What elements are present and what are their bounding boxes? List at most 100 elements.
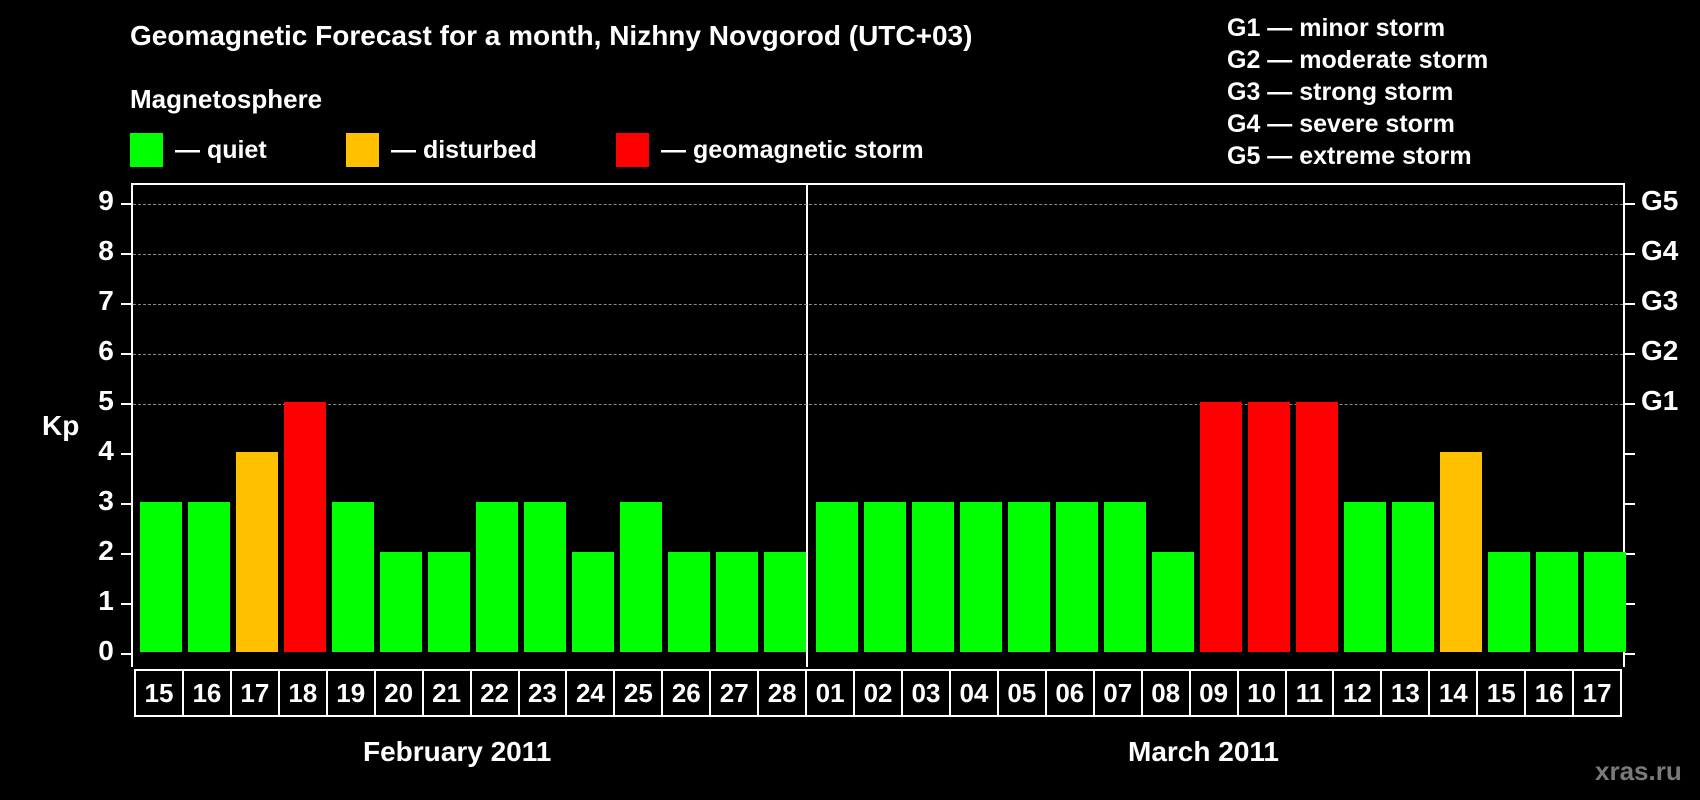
bar-quiet bbox=[1152, 552, 1194, 652]
legend-label: — disturbed bbox=[391, 135, 537, 164]
date-cell: 08 bbox=[1140, 671, 1189, 715]
bar-quiet bbox=[912, 502, 954, 652]
y-tick-label: 7 bbox=[98, 285, 114, 316]
y-tick bbox=[121, 653, 131, 655]
gridline bbox=[133, 254, 1623, 255]
date-cell: 15 bbox=[1476, 671, 1524, 715]
bar-quiet bbox=[380, 552, 422, 652]
y-tick-right bbox=[1625, 303, 1635, 305]
y-tick bbox=[121, 403, 131, 405]
date-cell: 07 bbox=[1092, 671, 1141, 715]
date-cell: 15 bbox=[144, 677, 174, 708]
y-tick-right bbox=[1625, 203, 1635, 205]
y-tick bbox=[121, 253, 131, 255]
g-level-label: G3 bbox=[1641, 285, 1679, 316]
bar-storm bbox=[1296, 402, 1338, 652]
y-tick-label: 4 bbox=[98, 435, 114, 466]
date-cell: 01 bbox=[805, 671, 853, 715]
bar-quiet bbox=[332, 502, 374, 652]
date-cell: 21 bbox=[421, 671, 470, 715]
bar-quiet bbox=[188, 502, 230, 652]
date-cell: 04 bbox=[948, 671, 997, 715]
y-tick bbox=[121, 603, 131, 605]
y-tick bbox=[121, 353, 131, 355]
gridline bbox=[133, 204, 1623, 205]
y-tick-label: 5 bbox=[98, 385, 114, 416]
date-cell: 05 bbox=[996, 671, 1045, 715]
bar-quiet bbox=[572, 552, 614, 652]
y-tick-right bbox=[1625, 453, 1635, 455]
date-cell: 23 bbox=[517, 671, 566, 715]
g-scale-g1: G1 — minor storm bbox=[1227, 14, 1446, 42]
date-cell: 20 bbox=[373, 671, 422, 715]
y-tick bbox=[121, 553, 131, 555]
bar-quiet bbox=[960, 502, 1002, 652]
date-cell: 09 bbox=[1188, 671, 1237, 715]
bar-disturbed bbox=[1440, 452, 1482, 652]
legend-swatch-disturbed bbox=[346, 133, 379, 167]
y-tick bbox=[121, 303, 131, 305]
bar-quiet bbox=[716, 552, 758, 652]
y-tick-right bbox=[1625, 403, 1635, 405]
legend-quiet: — quiet bbox=[130, 133, 267, 167]
y-tick-label: 9 bbox=[98, 185, 114, 216]
y-tick-right bbox=[1625, 553, 1635, 555]
gridline bbox=[133, 404, 1623, 405]
legend-label: — geomagnetic storm bbox=[661, 135, 924, 164]
bar-quiet bbox=[1008, 502, 1050, 652]
bar-quiet bbox=[1584, 552, 1626, 652]
watermark: xras.ru bbox=[1595, 756, 1682, 786]
date-cell: 27 bbox=[709, 671, 757, 715]
month-label-march: March 2011 bbox=[1128, 736, 1279, 767]
date-cell: 22 bbox=[469, 671, 518, 715]
y-tick-right bbox=[1625, 353, 1635, 355]
bar-quiet bbox=[668, 552, 710, 652]
y-tick-right bbox=[1625, 253, 1635, 255]
date-cell: 03 bbox=[901, 671, 949, 715]
date-cell: 25 bbox=[613, 671, 661, 715]
date-cell: 13 bbox=[1380, 671, 1428, 715]
date-cell: 18 bbox=[277, 671, 326, 715]
bar-quiet bbox=[1344, 502, 1386, 652]
date-cell: 11 bbox=[1284, 671, 1333, 715]
g-level-label: G5 bbox=[1641, 185, 1679, 216]
bar-quiet bbox=[816, 502, 858, 652]
date-cell: 19 bbox=[325, 671, 374, 715]
y-tick-right bbox=[1625, 653, 1635, 655]
y-tick-label: 6 bbox=[98, 335, 114, 366]
date-cell: 06 bbox=[1044, 671, 1093, 715]
bar-disturbed bbox=[236, 452, 278, 652]
bar-storm bbox=[1248, 402, 1290, 652]
date-cell: 17 bbox=[229, 671, 278, 715]
month-label-february: February 2011 bbox=[363, 736, 552, 767]
date-cell: 12 bbox=[1332, 671, 1380, 715]
legend-storm: — geomagnetic storm bbox=[616, 133, 924, 167]
legend-swatch-storm bbox=[616, 133, 649, 167]
date-cell: 28 bbox=[757, 671, 805, 715]
bar-quiet bbox=[764, 552, 806, 652]
bar-storm bbox=[1200, 402, 1242, 652]
date-cell: 17 bbox=[1572, 671, 1620, 715]
plot-area bbox=[121, 183, 1635, 667]
y-axis-label: Kp bbox=[42, 410, 80, 441]
bar-quiet bbox=[1536, 552, 1578, 652]
date-cell: 24 bbox=[565, 671, 613, 715]
legend-disturbed: — disturbed bbox=[346, 133, 537, 167]
bar-quiet bbox=[620, 502, 662, 652]
g-scale-g3: G3 — strong storm bbox=[1227, 78, 1454, 106]
gridline bbox=[133, 304, 1623, 305]
legend-label: — quiet bbox=[175, 135, 267, 164]
date-cell: 14 bbox=[1428, 671, 1476, 715]
bar-quiet bbox=[864, 502, 906, 652]
legend-swatch-quiet bbox=[130, 133, 163, 167]
y-tick-right bbox=[1625, 503, 1635, 505]
y-tick bbox=[121, 453, 131, 455]
g-level-label: G4 bbox=[1641, 235, 1679, 266]
g-scale-g2: G2 — moderate storm bbox=[1227, 46, 1489, 74]
y-tick-right bbox=[1625, 603, 1635, 605]
month-divider bbox=[806, 185, 808, 667]
g-scale-g5: G5 — extreme storm bbox=[1227, 142, 1472, 170]
y-tick-label: 3 bbox=[98, 485, 114, 516]
y-tick-label: 2 bbox=[98, 535, 114, 566]
bar-quiet bbox=[1488, 552, 1530, 652]
